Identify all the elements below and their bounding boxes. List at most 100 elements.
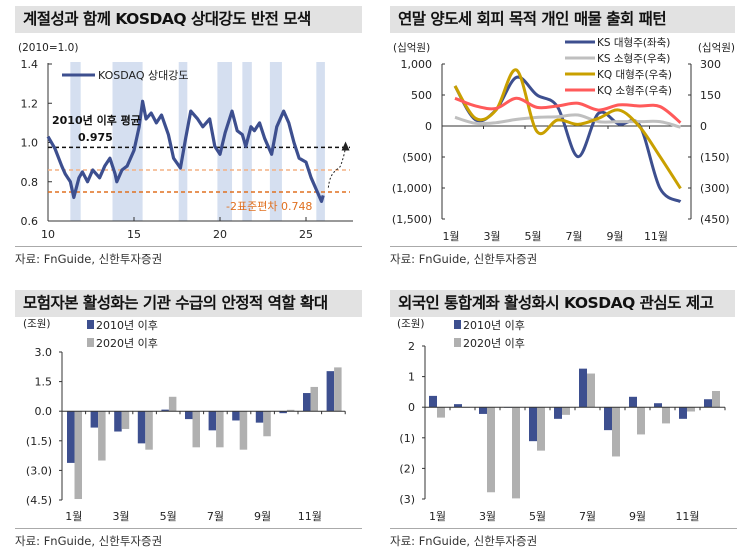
legend-label: KOSDAQ 상대강도: [98, 69, 189, 82]
y-right-tick-label: (450): [700, 213, 730, 226]
bar-2010-2: [90, 411, 99, 428]
panel-title-1: 계절성과 함께 KOSDAQ 상대강도 반전 모색: [15, 6, 362, 33]
y-right-tick-label: 300: [700, 58, 721, 71]
y-tick-label: 2: [408, 340, 415, 353]
y-unit-label: (조원): [397, 318, 425, 330]
bar-2010-5: [161, 409, 169, 412]
series-line-3: [453, 68, 682, 190]
source-1: 자료: FnGuide, 신한투자증권: [15, 246, 362, 267]
legend-label: 2010년 이후: [96, 319, 158, 332]
y-right-unit-label: (십억원): [698, 42, 735, 54]
y-tick-label: 0.8: [21, 176, 39, 189]
source-2: 자료: FnGuide, 신한투자증권: [390, 246, 737, 267]
x-tick-label: 7월: [565, 230, 582, 243]
x-tick-label: 20: [213, 228, 227, 241]
y-unit-label: (2010=1.0): [18, 42, 78, 54]
bar-2020-1: [74, 411, 82, 500]
bar-2010-2: [454, 404, 462, 408]
y-tick-label: (1.5): [26, 435, 52, 448]
y-right-tick-label: (300): [700, 182, 730, 195]
x-tick-label: 11월: [644, 230, 668, 243]
bar-2020-6: [192, 411, 200, 448]
y-left-tick-label: (500): [402, 151, 432, 164]
series-line-4: [454, 96, 682, 124]
y-tick-label: 0: [408, 401, 415, 414]
x-tick-label: 5월: [524, 230, 541, 243]
x-tick-label: 1월: [429, 510, 446, 523]
bar-2010-7: [208, 411, 217, 431]
x-tick-label: 3월: [479, 510, 496, 523]
bar-2020-5: [168, 396, 177, 412]
bar-2020-7: [587, 373, 595, 408]
bar-2010-9: [255, 411, 264, 423]
sigma-2-label: -2표준편차 0.748: [226, 200, 312, 213]
rebound-arrow: [327, 145, 347, 188]
bar-2010-1: [429, 395, 437, 408]
bar-2010-11: [679, 407, 687, 419]
y-tick-label: 0.6: [21, 215, 39, 228]
legend-label: KQ 소형주(우축): [597, 85, 672, 97]
legend-swatch: [454, 320, 461, 329]
bar-2020-8: [239, 411, 248, 450]
bar-2020-7: [216, 411, 224, 448]
x-tick-label: 7월: [207, 510, 224, 523]
y-tick-label: (3.0): [26, 464, 52, 477]
kosdaq-relative-strength-line: [46, 99, 325, 203]
y-tick-label: 0.0: [35, 405, 53, 418]
panel-title-4: 외국인 통합계좌 활성화시 KOSDAQ 관심도 제고: [390, 290, 735, 317]
bar-2020-10: [286, 409, 295, 412]
bar-2020-8: [612, 407, 620, 457]
bar-2020-1: [437, 407, 445, 418]
y-right-tick-label: 0: [700, 120, 707, 133]
x-tick-label: 1월: [65, 510, 82, 523]
legend-label: KS 소형주(우축): [597, 53, 670, 65]
bar-2010-8: [604, 407, 612, 431]
x-tick-label: 25: [299, 228, 313, 241]
bar-2010-6: [554, 407, 562, 419]
y-tick-label: 1.2: [21, 97, 39, 110]
bar-2020-4: [512, 407, 520, 499]
y-tick-label: 3.0: [35, 346, 53, 359]
shaded-period: [112, 62, 143, 221]
x-tick-label: 5월: [529, 510, 546, 523]
y-tick-label: 1.5: [35, 376, 53, 389]
bar-2020-2: [98, 411, 106, 461]
x-tick-label: 5월: [160, 510, 177, 523]
y-right-tick-label: (150): [700, 151, 730, 164]
y-left-tick-label: 1,000: [401, 58, 433, 71]
bar-2020-9: [263, 411, 271, 437]
y-unit-label: (조원): [23, 318, 51, 330]
bar-2010-6: [185, 411, 193, 420]
bar-2020-3: [121, 411, 130, 429]
bar-2010-12: [326, 371, 335, 412]
y-left-tick-label: (1,000): [392, 182, 432, 195]
legend-label: 2020년 이후: [463, 337, 525, 350]
source-4: 자료: FnGuide, 신한투자증권: [390, 528, 737, 549]
shaded-period: [217, 62, 233, 221]
x-tick-label: 3월: [483, 230, 500, 243]
y-tick-label: (2): [399, 462, 415, 475]
x-tick-label: 10: [41, 228, 55, 241]
bar-2010-8: [232, 411, 240, 421]
y-tick-label: 1: [408, 371, 415, 384]
series-line-2: [454, 113, 681, 129]
mean-value: 0.975: [78, 131, 113, 144]
x-tick-label: 11월: [675, 510, 699, 523]
mean-label: 2010년 이후 평균: [52, 113, 141, 127]
x-tick-label: 1월: [442, 230, 459, 243]
bar-2020-12: [334, 367, 342, 412]
arrow-head-icon: [341, 141, 350, 151]
legend-label: 2010년 이후: [463, 319, 525, 332]
legend-swatch: [87, 320, 94, 329]
panel-title-2: 연말 양도세 회피 목적 개인 매물 출회 패턴: [390, 6, 735, 33]
y-right-tick-label: 150: [700, 89, 721, 102]
bar-2010-9: [629, 396, 637, 408]
y-left-tick-label: 500: [411, 89, 432, 102]
legend-label: KS 대형주(좌축): [597, 37, 670, 49]
y-left-unit-label: (십억원): [393, 42, 430, 54]
bar-2010-3: [479, 407, 487, 414]
bar-2010-10: [654, 403, 662, 408]
bar-2020-4: [145, 411, 153, 450]
y-tick-label: (4.5): [26, 494, 52, 507]
